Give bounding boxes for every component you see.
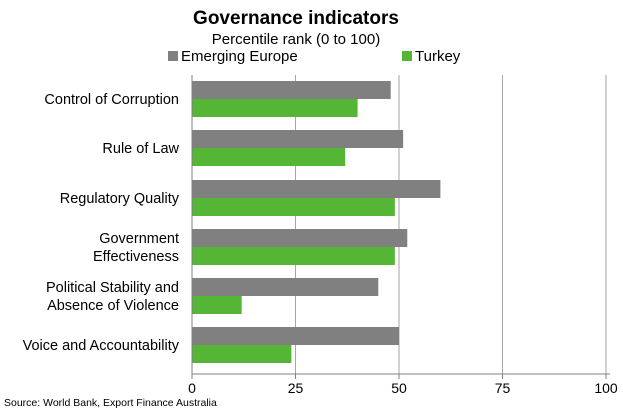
x-tick-label-75: 75 [495,380,511,396]
x-tick-label-0: 0 [188,380,196,396]
category-label-4-0: Political Stability and [46,280,179,296]
x-tick-label-100: 100 [594,380,618,396]
bar-turkey-3 [192,247,395,265]
chart-subtitle: Percentile rank (0 to 100) [212,31,380,48]
bar-emerging-europe-3 [192,229,408,247]
legend-swatch-emerging-europe [168,51,178,61]
category-label-1-0: Rule of Law [102,141,179,157]
legend: Emerging Europe Turkey [168,48,461,65]
category-label-0-0: Control of Corruption [44,92,179,108]
legend-label-turkey: Turkey [415,48,461,65]
bar-turkey-1 [192,148,346,166]
plot-area: 0 25 50 75 100 Control of Corruption Rule of L… [23,75,618,396]
bar-turkey-4 [192,296,242,314]
category-label-3-1: Effectiveness [93,249,179,265]
category-label-5-0: Voice and Accountability [23,338,180,354]
bar-emerging-europe-5 [192,327,399,345]
chart-title: Governance indicators [193,8,399,29]
bar-turkey-5 [192,345,292,363]
bar-emerging-europe-4 [192,278,379,296]
legend-label-emerging-europe: Emerging Europe [181,48,298,65]
category-label-3-0: Government [99,231,179,247]
category-label-2-0: Regulatory Quality [60,191,180,207]
bar-emerging-europe-2 [192,180,441,198]
category-label-4-1: Absence of Violence [47,298,179,314]
x-tick-label-25: 25 [288,380,304,396]
x-tick-label-50: 50 [391,380,407,396]
source-note: Source: World Bank, Export Finance Austr… [4,397,217,409]
bar-turkey-2 [192,198,395,216]
bar-emerging-europe-0 [192,81,391,99]
legend-swatch-turkey [402,51,412,61]
bar-turkey-0 [192,99,358,117]
bar-emerging-europe-1 [192,130,404,148]
